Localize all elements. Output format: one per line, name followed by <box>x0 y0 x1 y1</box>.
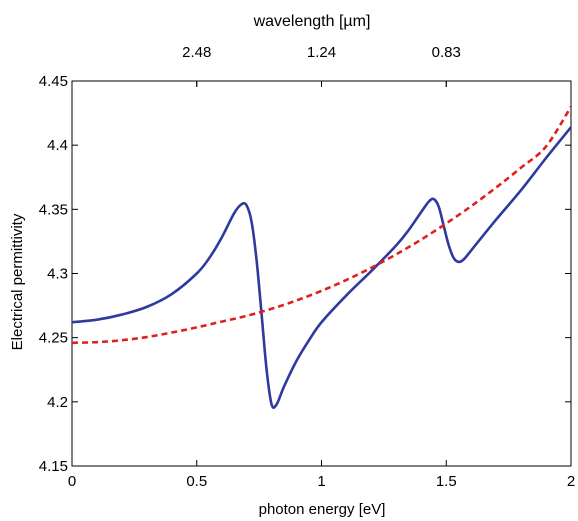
y-tick-label: 4.15 <box>39 458 68 475</box>
y-tick-label: 4.25 <box>39 330 68 347</box>
top-tick-label: 1.24 <box>307 44 336 61</box>
x-tick-label: 0.5 <box>186 473 207 490</box>
plot-frame <box>71 80 572 467</box>
top-tick-label: 2.48 <box>182 44 211 61</box>
top-axis-label: wavelength [µm] <box>253 13 371 30</box>
y-tick-label: 4.35 <box>39 201 68 218</box>
x-tick-label: 0 <box>68 473 76 490</box>
dashed-series-line <box>72 105 571 345</box>
x-tick-label: 1.5 <box>436 473 457 490</box>
x-tick-label: 2 <box>567 473 575 490</box>
solid-series-line <box>72 126 571 410</box>
y-tick-label: 4.4 <box>47 137 68 154</box>
x-axis-label: photon energy [eV] <box>259 501 386 518</box>
y-tick-label: 4.3 <box>47 266 68 283</box>
top-tick-label: 0.83 <box>432 44 461 61</box>
y-tick-label: 4.45 <box>39 73 68 90</box>
x-tick-label: 1 <box>317 473 325 490</box>
y-tick-label: 4.2 <box>47 394 68 411</box>
y-axis-label: Electrical permittivity <box>9 213 26 350</box>
